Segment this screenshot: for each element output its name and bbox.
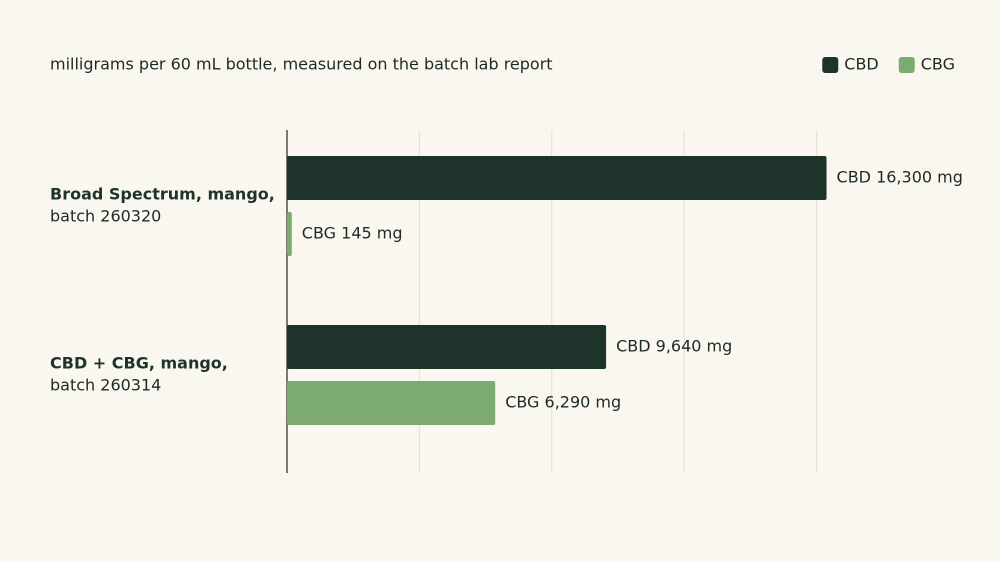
- legend-label: CBD: [844, 55, 878, 74]
- bar: [287, 156, 827, 200]
- legend-label: CBG: [921, 55, 955, 74]
- category-label: batch 260320: [50, 207, 161, 226]
- legend-swatch: [898, 57, 915, 73]
- bar: [287, 325, 607, 369]
- value-label: CBD 16,300 mg: [837, 168, 963, 187]
- category-label: batch 260314: [50, 376, 161, 395]
- bar: [287, 212, 292, 256]
- category-label: CBD + CBG, mango,: [50, 354, 228, 373]
- bar: [287, 381, 496, 425]
- chart-subtitle: milligrams per 60 mL bottle, measured on…: [50, 55, 553, 74]
- value-label: CBG 145 mg: [302, 224, 403, 243]
- value-label: CBG 6,290 mg: [505, 393, 621, 412]
- legend-swatch: [822, 57, 839, 73]
- value-label: CBD 9,640 mg: [616, 337, 732, 356]
- category-label: Broad Spectrum, mango,: [50, 185, 275, 204]
